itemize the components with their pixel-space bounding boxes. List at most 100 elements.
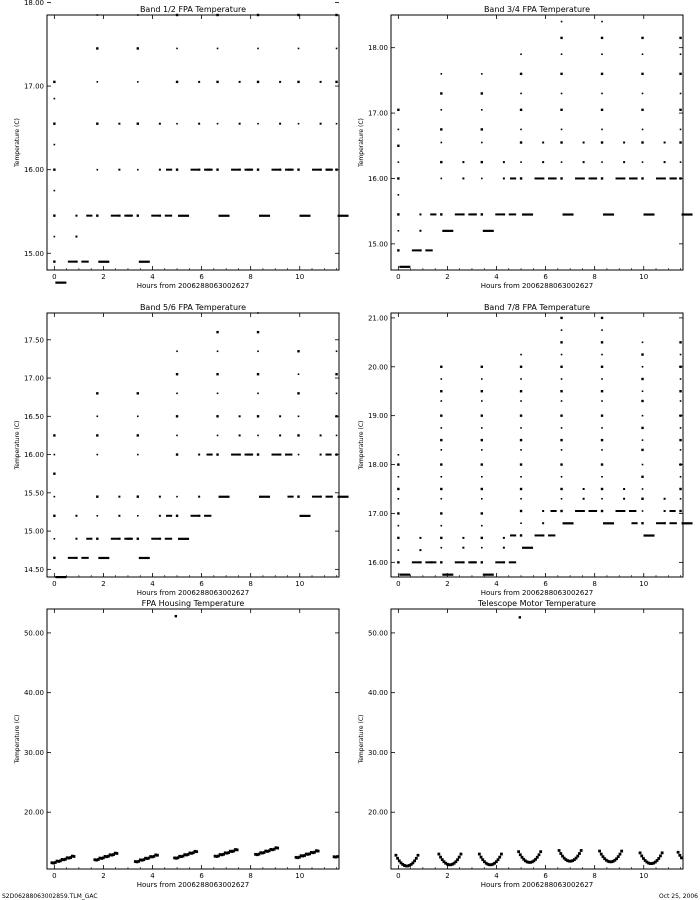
data-point [279,434,282,437]
data-point [257,122,259,125]
data-point [445,862,449,866]
data-point [255,853,259,857]
data-point [397,453,400,456]
data-point [519,414,523,417]
data-point [641,53,644,56]
data-point [298,855,301,859]
data-point [582,141,585,144]
data-point [53,260,56,263]
data-point [663,141,666,144]
data-point [579,849,583,852]
data-point [601,353,603,356]
chart-title: Band 5/6 FPA Temperature [140,303,246,312]
x-tick-label: 4 [494,580,499,588]
plot-frame [46,608,340,870]
data-point [520,378,522,380]
data-point [440,213,443,216]
data-point [679,427,682,429]
x-tick-label: 10 [295,872,304,880]
data-point [335,13,338,17]
y-tick-label: 17.00 [24,83,44,91]
data-point [319,434,322,437]
data-point [623,177,626,180]
y-tick-label: 16.50 [24,413,44,421]
data-point [669,510,676,512]
data-point [136,47,139,50]
data-points [50,614,339,865]
data-point [53,143,56,146]
data-point [297,13,300,17]
data-point [335,373,338,376]
x-tick-label: 10 [639,580,648,588]
data-point [679,390,682,393]
data-point [55,281,67,284]
data-point [600,316,604,320]
data-point [440,438,443,442]
chart-title: Telescope Motor Temperature [477,599,596,608]
data-point [425,249,433,252]
data-point [313,850,317,854]
data-point [256,80,260,84]
data-point [190,168,201,171]
data-point [190,851,193,855]
data-point [53,861,57,864]
plot-frame [46,312,340,578]
data-point [542,177,545,180]
data-point [440,475,443,478]
data-point [653,860,657,864]
data-point [397,497,400,500]
data-point [655,859,659,862]
data-point [440,160,443,164]
data-point [145,857,149,860]
data-point [530,860,534,864]
data-point [582,161,585,164]
y-tick-label: 20.00 [368,809,388,817]
data-point [600,390,604,393]
data-point [96,453,99,456]
data-point [53,434,56,437]
data-point [271,168,282,171]
data-point [198,514,201,517]
data-point [260,851,264,855]
data-point [517,850,520,854]
data-point [600,341,604,344]
data-point [107,854,110,858]
data-point [108,853,112,857]
data-point [220,853,224,857]
data-point [600,463,604,466]
data-point [53,214,56,217]
data-point [519,438,523,442]
y-tick-label: 18.00 [368,461,388,469]
data-point [238,453,241,456]
data-point [266,849,269,853]
data-point [271,453,282,456]
y-tick-label: 15.00 [24,250,44,258]
x-tick-label: 2 [101,273,105,281]
y-tick-label: 16.00 [24,451,44,459]
data-point [480,414,483,417]
data-point [198,495,201,498]
data-point [335,415,338,418]
data-point [502,546,505,549]
data-point [299,854,303,858]
data-point [257,350,259,353]
data-point [600,108,604,112]
data-point [335,350,338,353]
data-point [218,495,230,498]
data-point [186,853,190,856]
x-tick-label: 10 [639,872,648,880]
data-point [419,561,422,564]
data-point [603,522,615,525]
data-point [440,536,443,540]
data-point [679,108,682,112]
data-point [663,510,666,512]
data-point [508,213,517,216]
data-point [679,128,682,131]
data-point [75,537,78,540]
data-point [218,853,222,856]
data-point [397,213,400,216]
data-point [440,487,443,491]
data-point [480,463,483,466]
chart-title: FPA Housing Temperature [142,599,245,608]
outlier-point [518,616,522,619]
